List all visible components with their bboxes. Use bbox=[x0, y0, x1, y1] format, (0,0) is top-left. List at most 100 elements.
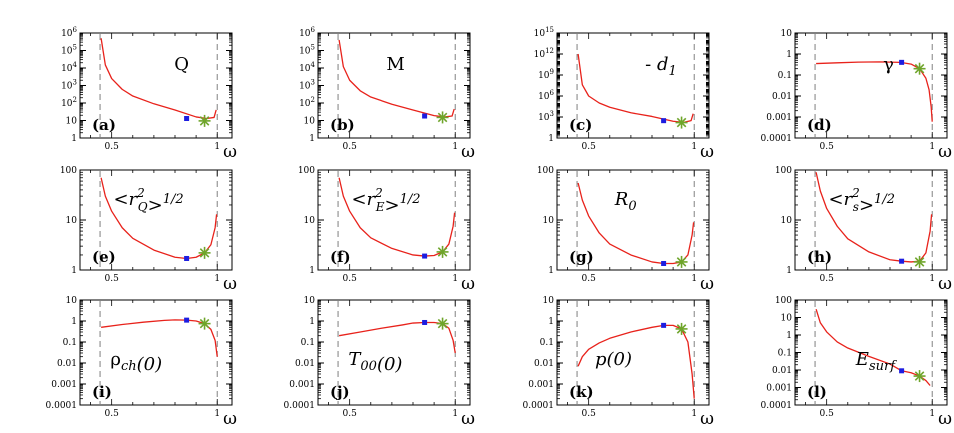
y-tick-label: 1 bbox=[309, 317, 315, 327]
x-tick-label: 1 bbox=[929, 274, 935, 284]
y-tick-label: 10 bbox=[66, 216, 78, 226]
y-tick-label: 10 bbox=[781, 29, 793, 39]
x-axis-label-omega: ω bbox=[223, 142, 237, 162]
blue-square-marker bbox=[184, 116, 190, 122]
green-star-marker bbox=[436, 245, 449, 258]
y-tick-label: 103 bbox=[538, 110, 554, 123]
x-axis-label-omega: ω bbox=[223, 409, 237, 429]
y-tick-label: 100 bbox=[775, 296, 792, 306]
x-axis-label-omega: ω bbox=[700, 142, 714, 162]
y-tick-label: 105 bbox=[61, 44, 77, 57]
green-star-marker bbox=[913, 370, 926, 383]
x-tick-label: 0.5 bbox=[820, 274, 835, 284]
x-axis-label-omega: ω bbox=[938, 274, 952, 294]
y-tick-label: 10 bbox=[304, 216, 316, 226]
y-tick-label: 10 bbox=[66, 117, 78, 127]
x-axis-label-omega: ω bbox=[700, 274, 714, 294]
data-curve bbox=[815, 172, 933, 263]
x-tick-label: 0.5 bbox=[343, 274, 358, 284]
y-tick-label: 10 bbox=[781, 314, 793, 324]
y-tick-label: 0.01 bbox=[57, 359, 77, 369]
panel-label: (f) bbox=[330, 248, 351, 266]
y-tick-label: 106 bbox=[61, 26, 77, 39]
blue-square-marker bbox=[899, 258, 905, 264]
quantity-label: T00(0) bbox=[348, 349, 402, 375]
blue-square-marker bbox=[661, 260, 667, 266]
blue-square-marker bbox=[184, 317, 190, 323]
plot-frame bbox=[556, 299, 710, 406]
panel-label: (j) bbox=[330, 383, 350, 401]
quantity-label: Q bbox=[174, 54, 189, 75]
quantity-label: ρch(0) bbox=[110, 349, 162, 375]
x-axis-label-omega: ω bbox=[938, 142, 952, 162]
quantity-label: <r2 s>1/2 bbox=[828, 186, 895, 216]
y-tick-label: 0.01 bbox=[295, 359, 315, 369]
x-tick-label: 1 bbox=[691, 142, 697, 152]
green-star-marker bbox=[675, 322, 688, 335]
y-tick-label: 0.1 bbox=[63, 338, 77, 348]
blue-square-marker bbox=[899, 59, 905, 65]
blue-square-marker bbox=[184, 255, 190, 261]
green-star-marker bbox=[675, 255, 688, 268]
y-tick-label: 0.01 bbox=[534, 359, 554, 369]
y-tick-label: 0.0001 bbox=[761, 134, 793, 144]
x-tick-label: 0.5 bbox=[105, 142, 120, 152]
y-tick-label: 1 bbox=[786, 266, 792, 276]
y-tick-label: 0.1 bbox=[301, 338, 315, 348]
y-tick-label: 100 bbox=[537, 166, 554, 176]
x-axis-label-omega: ω bbox=[938, 409, 952, 429]
green-star-marker bbox=[198, 317, 211, 330]
x-tick-label: 1 bbox=[452, 142, 458, 152]
y-tick-label: 1 bbox=[548, 317, 554, 327]
y-tick-label: 104 bbox=[61, 61, 77, 74]
panel-label: (l) bbox=[807, 383, 827, 401]
blue-square-marker bbox=[899, 368, 905, 374]
x-tick-label: 1 bbox=[929, 409, 935, 419]
y-tick-label: 0.001 bbox=[51, 380, 77, 390]
x-axis-label-omega: ω bbox=[461, 274, 475, 294]
y-tick-label: 10 bbox=[781, 216, 793, 226]
y-tick-label: 1015 bbox=[534, 26, 554, 39]
y-tick-label: 0.001 bbox=[766, 384, 792, 394]
y-tick-label: 0.001 bbox=[289, 380, 315, 390]
y-tick-label: 0.1 bbox=[778, 349, 792, 359]
green-star-marker bbox=[198, 114, 211, 127]
blue-square-marker bbox=[422, 113, 428, 119]
y-tick-label: 103 bbox=[299, 79, 315, 92]
y-tick-label: 102 bbox=[299, 96, 315, 109]
data-curve bbox=[577, 182, 695, 265]
x-tick-label: 0.5 bbox=[820, 142, 835, 152]
y-tick-label: 1 bbox=[71, 134, 77, 144]
y-tick-label: 0.001 bbox=[766, 113, 792, 123]
green-star-marker bbox=[436, 317, 449, 330]
y-tick-label: 106 bbox=[299, 26, 315, 39]
panel-label: (c) bbox=[569, 116, 592, 134]
quantity-label: p(0) bbox=[595, 349, 632, 370]
x-axis-label-omega: ω bbox=[223, 274, 237, 294]
quantity-label: R0 bbox=[614, 189, 637, 214]
x-tick-label: 1 bbox=[214, 142, 220, 152]
y-tick-label: 1 bbox=[548, 266, 554, 276]
data-curve bbox=[100, 38, 217, 120]
y-tick-label: 10 bbox=[543, 296, 555, 306]
y-tick-label: 1 bbox=[309, 266, 315, 276]
panel-label: (a) bbox=[92, 116, 116, 134]
green-star-marker bbox=[913, 62, 926, 75]
quantity-label: <r2 Q>1/2 bbox=[113, 186, 183, 216]
y-tick-label: 0.1 bbox=[778, 71, 792, 81]
green-star-marker bbox=[436, 111, 449, 124]
panel-label: (k) bbox=[569, 383, 594, 401]
plot-frame bbox=[317, 299, 471, 406]
plot-frame bbox=[794, 32, 948, 139]
y-tick-label: 0.0001 bbox=[46, 401, 78, 411]
